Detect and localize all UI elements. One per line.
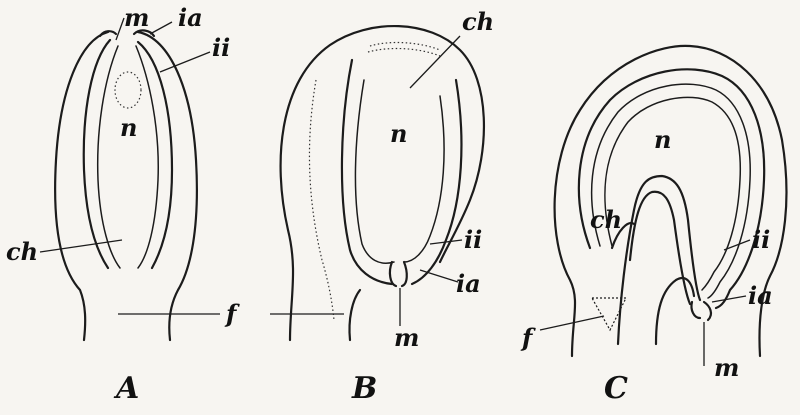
figure-b-label-n: n: [390, 119, 407, 148]
figure-c-funiculus-lower: [654, 276, 696, 346]
figure-c-label-n: n: [654, 125, 671, 154]
figure-c-micropyle-right: [702, 300, 713, 322]
figure-c-label-m: m: [714, 353, 739, 382]
figure-b-leader-ia: [419, 269, 459, 283]
label-f-shared: f: [224, 299, 240, 328]
figure-a-leader-ia: [149, 21, 173, 35]
figure-c-funiculus-arch-outer: [616, 174, 702, 346]
figure-b-leader-ii: [429, 239, 463, 245]
figure-a-leader-ch: [39, 239, 123, 253]
figure-c-leader-f: [539, 315, 605, 331]
figure-a-outer-integument-right-inner: [136, 40, 174, 270]
figure-a-embryo-sac: [114, 71, 142, 109]
figure-a-leader-m: [115, 17, 125, 41]
figure-b-outer-outline: [279, 24, 486, 342]
figure-a-label-n: n: [120, 113, 137, 142]
figure-b-label-ia: ia: [456, 269, 481, 298]
figure-c-label-ch: ch: [590, 205, 622, 234]
figure-b-funiculus-right: [348, 288, 362, 342]
figure-c-leader-ii: [723, 239, 751, 251]
figure-b-inner-integument-left: [354, 79, 395, 264]
figure-a-caption: A: [113, 371, 139, 406]
figure-c-vascular-strand: [590, 297, 627, 332]
figure-b-micropyle-left: [388, 260, 398, 288]
figure-c-outer-integument: [577, 68, 766, 310]
figure-c-micropyle-left: [690, 300, 702, 320]
figure-c-inner-integument-second: [604, 96, 742, 291]
figure-a-leader-ii: [159, 51, 211, 73]
figure-c-outer-dome: [553, 44, 788, 358]
figure-a-outer-integument-left: [54, 30, 110, 342]
figure-a-label-ii: ii: [212, 33, 230, 62]
figure-b-label-ii: ii: [464, 225, 482, 254]
figure-b-label-ch: ch: [462, 7, 494, 36]
figure-b-caption: B: [351, 371, 377, 406]
figure-c-label-ia: ia: [748, 281, 773, 310]
figure-b: ch n ii ia m B: [270, 7, 494, 406]
figure-b-leader-ch: [409, 35, 461, 89]
figure-a-inner-integument-right: [135, 45, 160, 269]
figure-b-label-m: m: [394, 323, 419, 352]
figure-b-chalaza-top: [367, 41, 441, 57]
figure-b-raphe: [308, 79, 335, 321]
figure-a-label-ch: ch: [6, 237, 38, 266]
figure-a-label-m: m: [124, 3, 149, 32]
figure-a-label-ia: ia: [178, 3, 203, 32]
figure-a-micropyle-cap-left: [98, 30, 118, 38]
figure-c-inner-integument: [590, 83, 751, 299]
figure-a-inner-integument-left: [96, 45, 121, 269]
figure-b-micropyle-right: [400, 260, 408, 288]
figure-c-leader-ia: [711, 295, 747, 303]
figure-b-inner-integument-right: [403, 95, 445, 263]
figure-c-caption: C: [604, 371, 628, 406]
figure-b-outer-integument-left: [340, 58, 394, 286]
figure-a-outer-integument-right: [136, 30, 198, 342]
figure-c-label-ii: ii: [752, 225, 770, 254]
figure-c: n ch ii ia f m C: [520, 44, 788, 406]
figure-c-funiculus-arch-inner: [628, 190, 692, 306]
figure-a: m ia ii n ch A: [6, 3, 230, 406]
figure-c-label-f: f: [520, 323, 536, 352]
figure-a-outer-integument-left-inner: [82, 38, 112, 270]
figure-a-micropyle-cap-right: [132, 29, 156, 38]
